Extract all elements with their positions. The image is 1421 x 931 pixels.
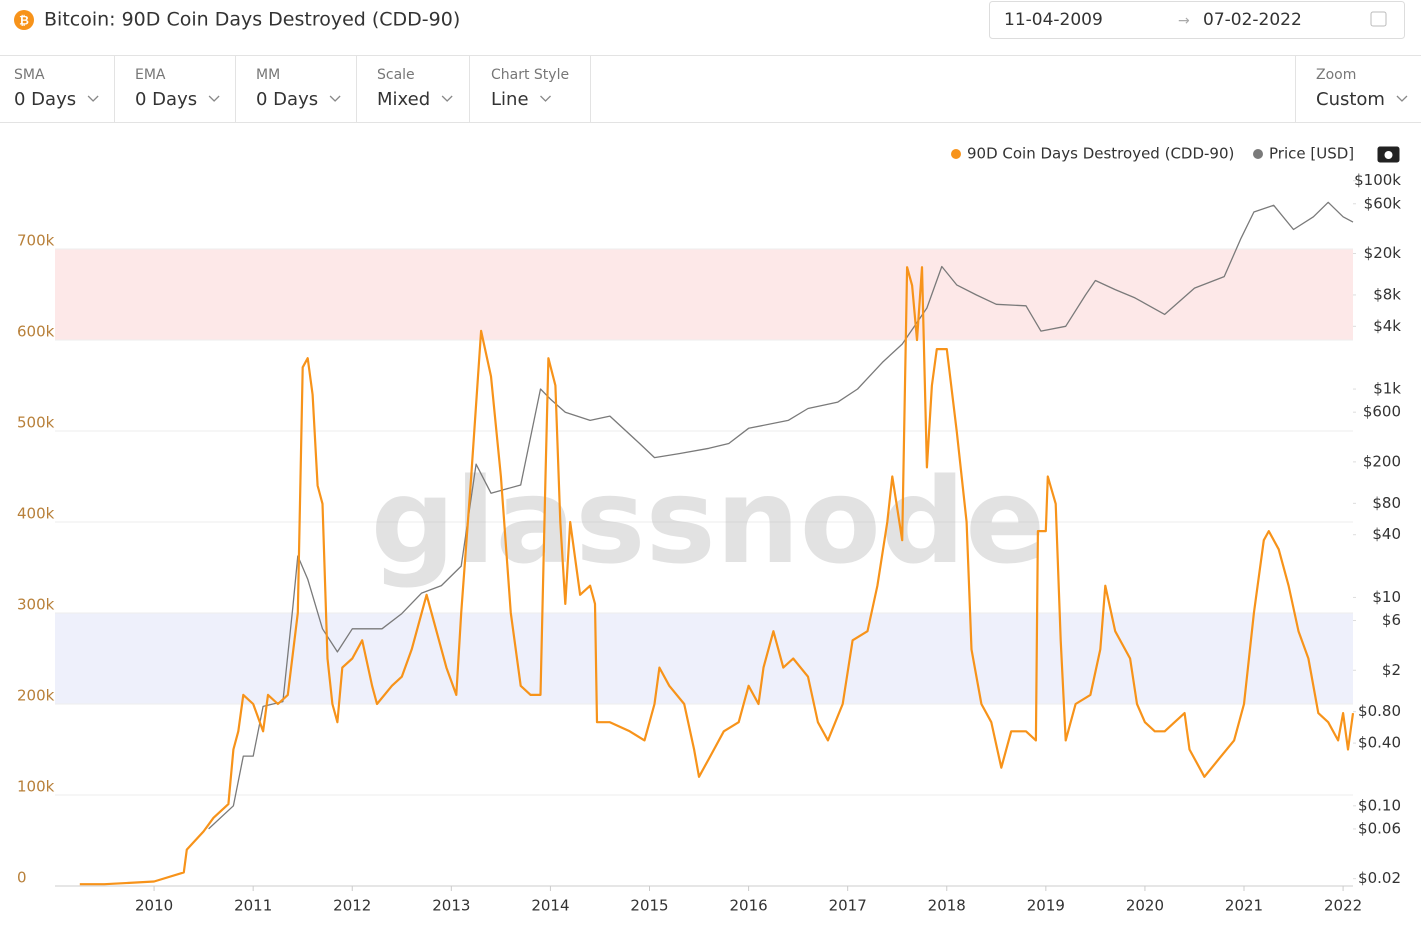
threshold-band [55, 249, 1353, 340]
y2-tick-label: $100k [1354, 171, 1401, 189]
series-line [79, 266, 1355, 886]
y2-tick-label: $0.10 [1358, 796, 1401, 814]
control-value[interactable]: Custom [1316, 89, 1385, 110]
y-tick-label: 700k [17, 232, 55, 250]
control-label: Zoom [1316, 67, 1356, 83]
bitcoin-glyph: ₿ [19, 14, 29, 28]
x-tick-label: 2013 [432, 897, 470, 915]
control-value[interactable]: 0 Days [14, 89, 76, 110]
y2-tick-label: $6 [1382, 611, 1401, 629]
y-tick-label: 200k [17, 687, 55, 705]
y2-tick-label: $80 [1372, 494, 1401, 512]
watermark: glassnode [371, 452, 1046, 590]
y2-tick-label: $200 [1363, 452, 1401, 470]
x-tick-label: 2018 [928, 897, 966, 915]
x-tick-label: 2010 [135, 897, 173, 915]
date-arrow: → [1178, 13, 1190, 29]
y-tick-label: 300k [17, 596, 55, 614]
calendar-icon[interactable] [1370, 11, 1387, 27]
y-tick-label: 400k [17, 505, 55, 523]
y2-tick-label: $0.40 [1358, 734, 1401, 752]
dropdown-chevron [208, 95, 220, 102]
control-value[interactable]: 0 Days [256, 89, 318, 110]
y-tick-label: 500k [17, 414, 55, 432]
date-to[interactable]: 07-02-2022 [1203, 10, 1302, 30]
y2-tick-label: $40 [1372, 525, 1401, 543]
date-range[interactable] [989, 1, 1405, 39]
control-label: Scale [377, 67, 415, 83]
page-title: Bitcoin: 90D Coin Days Destroyed (CDD-90… [44, 9, 460, 31]
control-value[interactable]: Line [491, 89, 529, 110]
control-label: SMA [14, 67, 45, 83]
control-label: MM [256, 67, 280, 83]
x-tick-label: 2020 [1126, 897, 1164, 915]
control-label: Chart Style [491, 67, 569, 83]
control-label: EMA [135, 67, 166, 83]
series-line [208, 201, 1354, 830]
y-tick-label: 600k [17, 323, 55, 341]
x-tick-label: 2017 [829, 897, 867, 915]
threshold-band [55, 613, 1353, 704]
x-tick-label: 2016 [729, 897, 767, 915]
y-tick-label: 0 [17, 869, 27, 887]
x-tick-label: 2022 [1324, 897, 1362, 915]
y2-tick-label: $20k [1364, 244, 1402, 262]
control-value[interactable]: Mixed [377, 89, 430, 110]
x-tick-label: 2015 [630, 897, 668, 915]
dropdown-chevron [87, 95, 99, 102]
x-tick-label: 2019 [1027, 897, 1065, 915]
dropdown-chevron [441, 95, 453, 102]
y2-tick-label: $10 [1372, 588, 1401, 606]
y2-tick-label: $0.02 [1358, 869, 1401, 887]
y2-tick-label: $2 [1382, 661, 1401, 679]
legend-swatch[interactable] [1253, 149, 1263, 159]
date-from[interactable]: 11-04-2009 [1004, 10, 1103, 30]
y2-tick-label: $0.06 [1358, 819, 1401, 837]
y2-tick-label: $60k [1364, 194, 1402, 212]
x-tick-label: 2021 [1225, 897, 1263, 915]
legend-swatch[interactable] [951, 149, 961, 159]
bitcoin-icon [14, 10, 34, 30]
x-tick-label: 2011 [234, 897, 272, 915]
legend-label[interactable]: 90D Coin Days Destroyed (CDD-90) [967, 145, 1234, 163]
camera-icon[interactable] [1377, 146, 1400, 163]
dropdown-chevron [540, 95, 551, 102]
y2-tick-label: $1k [1373, 380, 1401, 398]
x-tick-label: 2014 [531, 897, 569, 915]
y-tick-label: 100k [17, 778, 55, 796]
dropdown-chevron [329, 95, 341, 102]
y2-tick-label: $0.80 [1358, 702, 1401, 720]
control-value[interactable]: 0 Days [135, 89, 197, 110]
dropdown-chevron [1396, 95, 1408, 102]
y2-tick-label: $600 [1363, 403, 1401, 421]
y2-tick-label: $8k [1373, 285, 1401, 303]
legend-label[interactable]: Price [USD] [1269, 145, 1354, 163]
x-tick-label: 2012 [333, 897, 371, 915]
y2-tick-label: $4k [1373, 317, 1401, 335]
